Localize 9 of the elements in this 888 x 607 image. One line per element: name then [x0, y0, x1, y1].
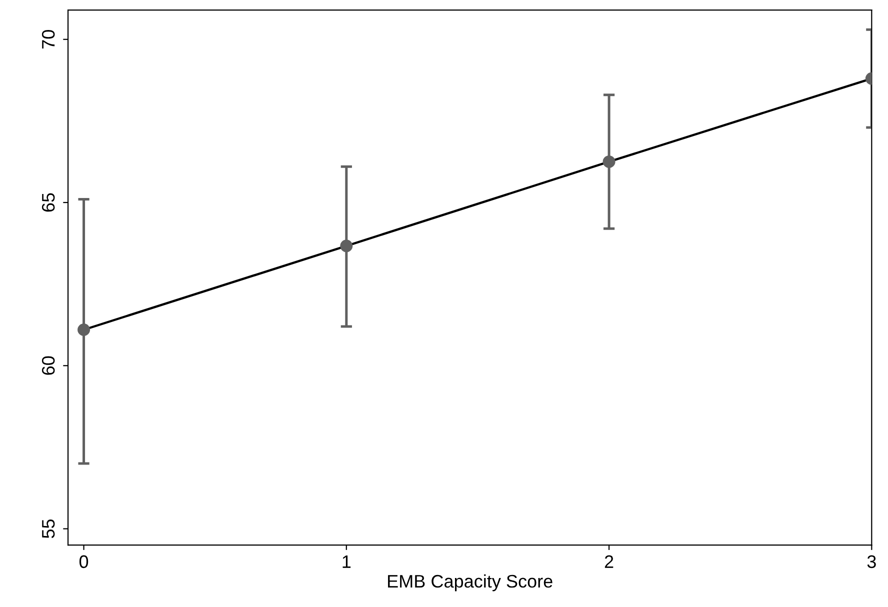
x-tick-label: 3	[867, 555, 876, 568]
x-axis-title: EMB Capacity Score	[388, 574, 552, 592]
y-tick-label: 65	[42, 193, 55, 212]
y-tick-label: 55	[42, 519, 55, 538]
y-tick-label: 60	[42, 356, 55, 375]
x-tick-label: 1	[342, 555, 351, 568]
x-tick-label: 0	[79, 555, 88, 568]
x-tick-label: 2	[604, 555, 614, 568]
y-tick-label: 70	[42, 30, 55, 48]
